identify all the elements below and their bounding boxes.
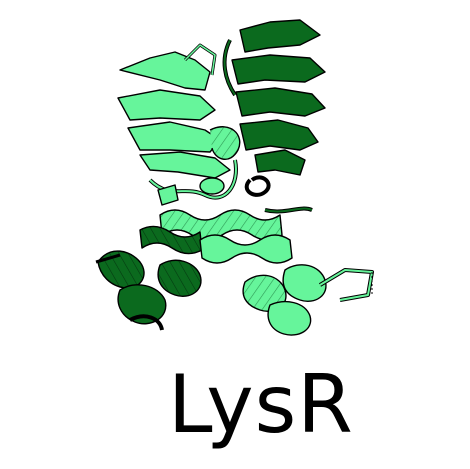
top-left-domain (117, 43, 241, 200)
bottom-right-domain (242, 264, 374, 336)
bottom-left-domain (95, 250, 202, 331)
top-right-domain (222, 19, 326, 197)
protein-name-label: LysR (168, 358, 354, 451)
central-helix-region (139, 177, 313, 264)
